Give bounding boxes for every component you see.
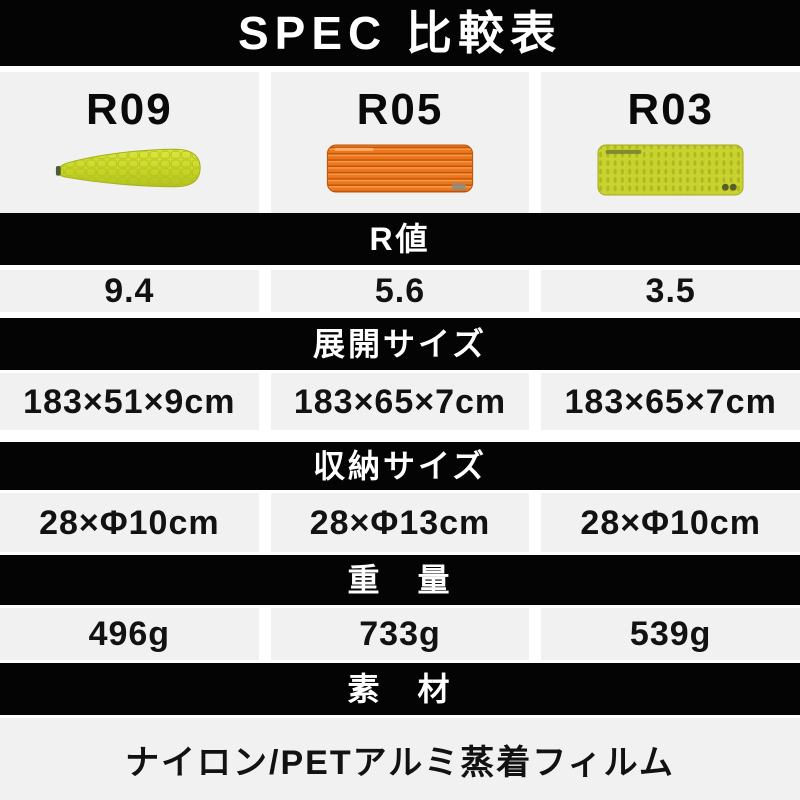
weight-r05: 733g: [270, 608, 530, 660]
r-value-r09: 9.4: [0, 270, 259, 312]
valve-icon: [56, 166, 62, 176]
product-header-row: R09 R05: [0, 72, 800, 213]
open-size-row: 183×51×9cm 183×65×7cm 183×65×7cm: [0, 373, 800, 430]
open-size-r05: 183×65×7cm: [270, 373, 530, 430]
packed-size-r05: 28×Φ13cm: [270, 493, 530, 552]
product-column-header-r09: R09: [0, 72, 259, 213]
sleeping-pad-image-rect-orange: [326, 144, 474, 193]
r-value-row: 9.4 5.6 3.5: [0, 270, 800, 312]
sleeping-pad-image-rect-lime: [597, 144, 744, 196]
row-header-open-size: 展開サイズ: [0, 318, 800, 370]
pad-logo-mark: [334, 147, 374, 151]
pad-logo-mark: [605, 149, 642, 154]
valve-icon: [729, 183, 737, 191]
product-model-label: R03: [627, 85, 715, 134]
row-header-r-value: R値: [0, 213, 800, 265]
row-header-packed-size: 収納サイズ: [0, 442, 800, 490]
weight-r09: 496g: [0, 608, 259, 660]
open-size-r03: 183×65×7cm: [541, 373, 800, 430]
material-value: ナイロン/PETアルミ蒸着フィルム: [0, 718, 800, 800]
valve-icon: [452, 183, 466, 191]
product-column-header-r05: R05: [270, 72, 530, 213]
row-header-weight: 重 量: [0, 555, 800, 605]
r-value-r05: 5.6: [270, 270, 530, 312]
weight-row: 496g 733g 539g: [0, 608, 800, 660]
packed-size-row: 28×Φ10cm 28×Φ13cm 28×Φ10cm: [0, 493, 800, 552]
r-value-r03: 3.5: [541, 270, 800, 312]
packed-size-r09: 28×Φ10cm: [0, 493, 259, 552]
weight-r03: 539g: [541, 608, 800, 660]
sleeping-pad-image-mummy-lime: [56, 148, 201, 188]
row-header-material: 素 材: [0, 663, 800, 715]
table-title: SPEC 比較表: [0, 0, 800, 66]
product-column-header-r03: R03: [541, 72, 800, 213]
valve-icon: [722, 183, 729, 191]
product-model-label: R09: [85, 85, 173, 134]
packed-size-r03: 28×Φ10cm: [541, 493, 800, 552]
open-size-r09: 183×51×9cm: [0, 373, 259, 430]
product-model-label: R05: [356, 85, 444, 134]
